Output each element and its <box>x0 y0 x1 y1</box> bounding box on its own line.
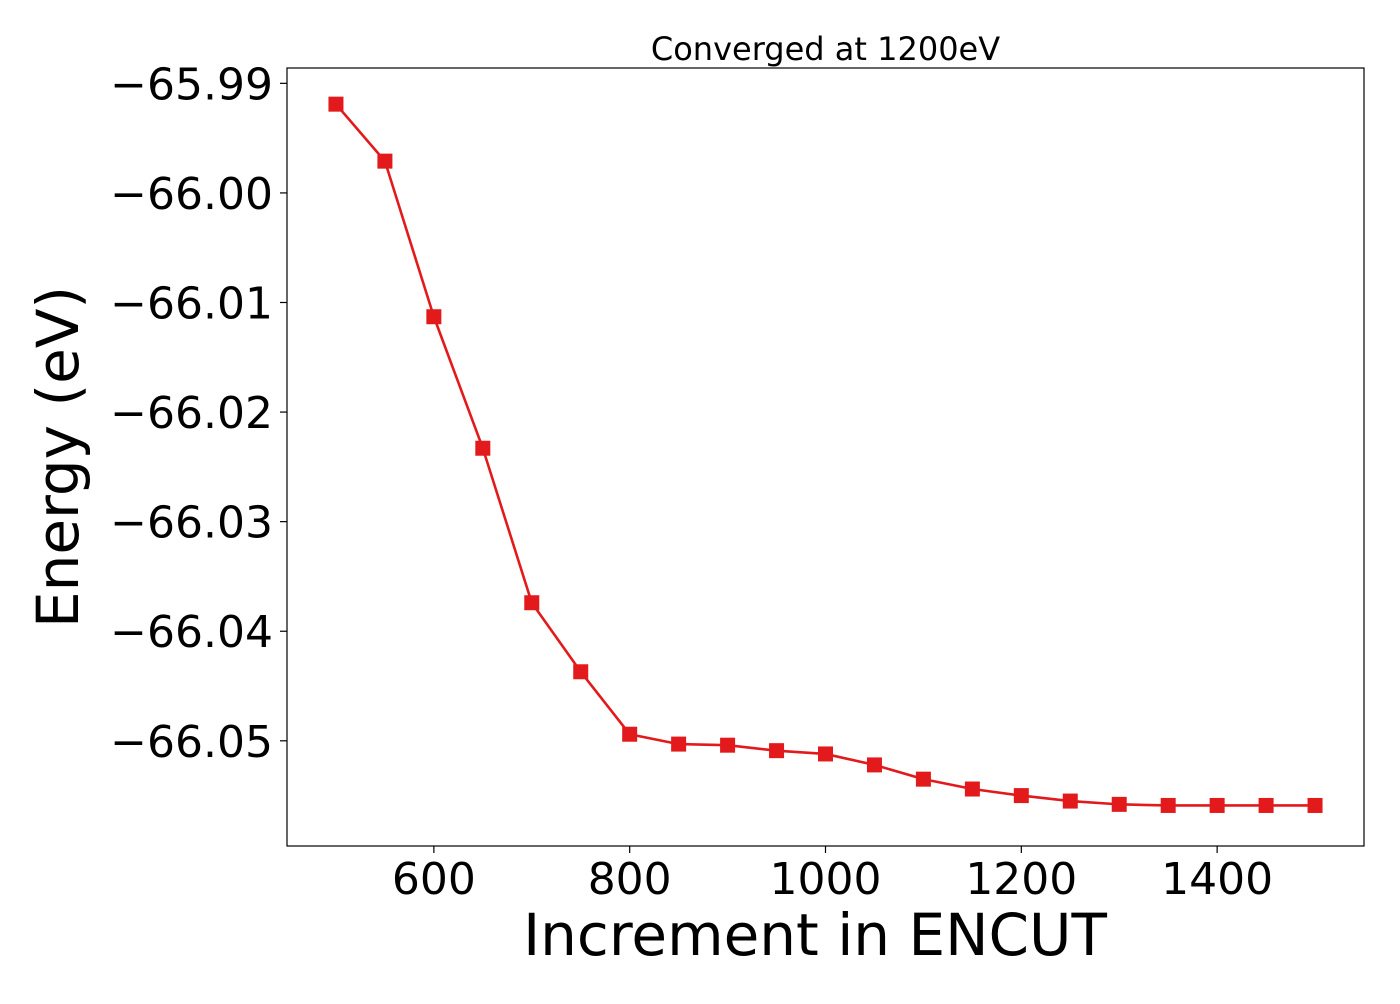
y-tick-label: −66.03 <box>110 498 273 549</box>
y-tick-label: −65.99 <box>110 59 273 110</box>
data-point-marker <box>671 736 687 752</box>
y-axis-ticks: −65.99 −66.00 −66.01 −66.02 −66.03 −66.04 −66.… <box>110 59 287 768</box>
x-axis-title: Increment in ENCUT <box>523 901 1107 969</box>
y-tick-label: −66.05 <box>110 717 273 768</box>
x-tick-label: 1000 <box>770 854 882 905</box>
data-point-marker <box>1160 797 1176 813</box>
data-point-marker <box>328 96 344 112</box>
data-point-marker <box>426 309 442 325</box>
plot-frame <box>286 67 1365 847</box>
y-tick-label: −66.00 <box>110 169 273 220</box>
y-tick-label: −66.04 <box>110 607 273 658</box>
data-point-marker <box>1258 797 1274 813</box>
data-point-marker <box>769 743 785 759</box>
data-point-marker <box>524 595 540 611</box>
data-point-marker <box>1013 788 1029 804</box>
data-point-marker <box>964 781 980 797</box>
x-tick-label: 600 <box>392 854 476 905</box>
chart-title: Converged at 1200eV <box>651 30 1000 68</box>
series-layer <box>328 96 1323 813</box>
data-point-marker <box>1111 796 1127 812</box>
y-tick-label: −66.02 <box>110 388 273 439</box>
y-tick-label: −66.01 <box>110 278 273 329</box>
data-point-marker <box>573 664 589 680</box>
data-point-marker <box>866 757 882 773</box>
data-point-marker <box>720 737 736 753</box>
x-tick-label: 800 <box>588 854 672 905</box>
x-tick-label: 1200 <box>965 854 1077 905</box>
data-point-marker <box>622 726 638 742</box>
x-axis-ticks: 600 800 1000 1200 1400 <box>392 846 1273 905</box>
data-point-marker <box>915 771 931 787</box>
data-point-marker <box>1062 793 1078 809</box>
data-point-marker <box>377 153 393 169</box>
data-point-marker <box>1307 797 1323 813</box>
data-point-marker <box>1209 797 1225 813</box>
data-point-marker <box>818 746 833 762</box>
data-point-marker <box>475 440 491 456</box>
y-axis-title: Energy (eV) <box>24 286 92 628</box>
x-tick-label: 1400 <box>1161 854 1273 905</box>
